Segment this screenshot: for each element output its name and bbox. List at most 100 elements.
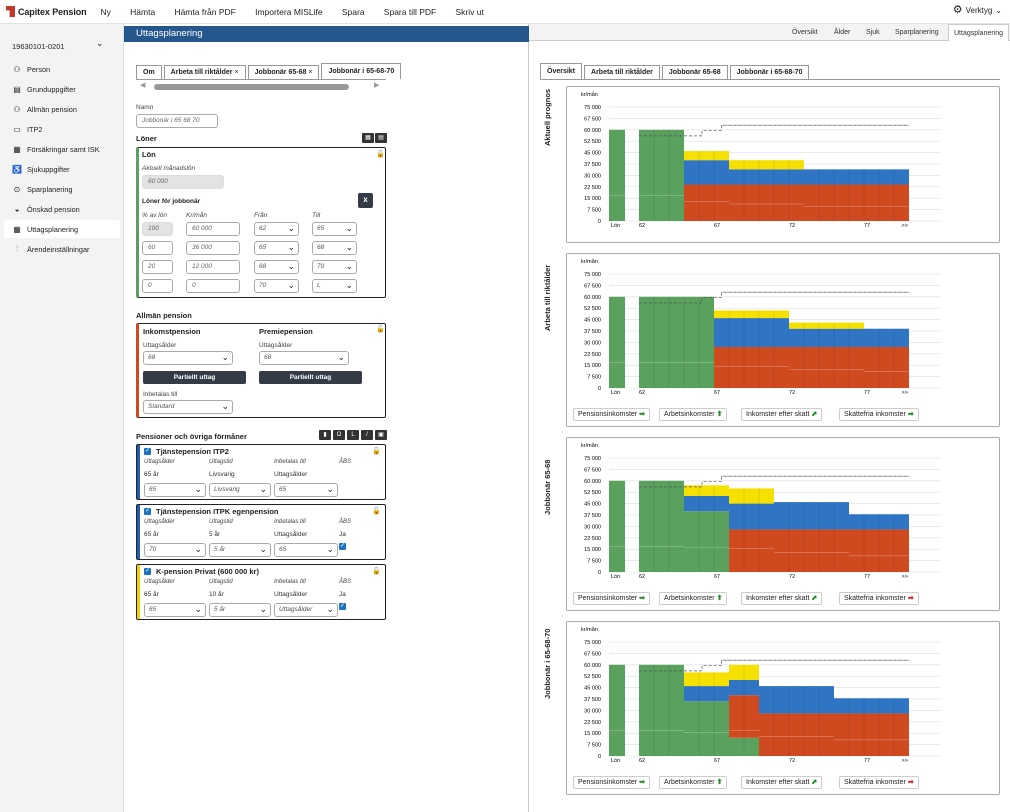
sidebar-item-7[interactable]: ◒ Önskad pension <box>4 200 120 218</box>
legend-button-1[interactable]: Arbetsinkomster ⬆ <box>659 408 728 421</box>
till-select[interactable]: 65 ⌄ <box>312 222 357 236</box>
legend-button-3[interactable]: Skattefria inkomster ➡ <box>839 776 919 789</box>
sidebar-item-4[interactable]: ▦ Försäkringar samt ISK <box>4 140 120 158</box>
till-select[interactable]: 70 ⌄ <box>312 260 357 274</box>
pct-input[interactable]: 60 <box>142 241 173 255</box>
menu-spara-pdf[interactable]: Spara till PDF <box>383 6 437 17</box>
card-select-s1[interactable]: 70 ⌄ <box>144 543 206 557</box>
tab-scrollbar[interactable]: ◀ ▶ <box>140 82 380 90</box>
scenario-tab-1[interactable]: Arbeta till riktålder × <box>163 65 246 79</box>
inkomst-partiellt-button[interactable]: Partiellt uttag <box>143 371 246 384</box>
sidebar-item-6[interactable]: ⊙ Sparplanering <box>4 180 120 198</box>
pct-input[interactable]: 20 <box>142 260 173 274</box>
card-select-s2[interactable]: 5 år ⌄ <box>209 543 271 557</box>
lock-icon[interactable]: ▣ <box>375 430 387 440</box>
edit-icon[interactable]: / <box>361 430 373 440</box>
chart-tab-2[interactable]: Jobbonär 65-68 <box>661 65 728 79</box>
fran-select[interactable]: 70 ⌄ <box>254 279 299 293</box>
topnav-1[interactable]: Ålder <box>834 29 851 36</box>
topnav-2[interactable]: Sjuk <box>866 29 880 36</box>
namn-input[interactable]: Jobbonär i 65 68 70 <box>136 114 218 128</box>
legend-button-1[interactable]: Arbetsinkomster ⬆ <box>659 592 728 605</box>
kr-input[interactable]: 36 000 <box>186 241 240 255</box>
premie-uttagsalder-select[interactable]: 68 ⌄ <box>259 351 349 365</box>
menu-hamta-pdf[interactable]: Hämta från PDF <box>174 6 236 17</box>
grid-icon[interactable]: ▤ <box>375 133 387 143</box>
premie-partiellt-button[interactable]: Partiellt uttag <box>259 371 362 384</box>
card-select-s1[interactable]: 65 ⌄ <box>144 603 206 617</box>
chart-tab-3[interactable]: Jobbonär i 65-68-70 <box>729 65 810 79</box>
document-icon[interactable]: ▮ <box>319 430 331 440</box>
sidebar-item-0[interactable]: ⚇ Person <box>4 60 120 78</box>
chevron-down-icon[interactable]: ⌄ <box>96 38 104 48</box>
menu-importera[interactable]: Importera MISLife <box>255 6 323 17</box>
lock-icon[interactable]: 🔓 <box>372 448 381 455</box>
card-checkbox[interactable]: ✓ <box>144 508 151 515</box>
scenario-tab-3[interactable]: Jobbonär i 65-68-70 <box>321 63 402 79</box>
kr-input[interactable]: 12 000 <box>186 260 240 274</box>
legend-button-0[interactable]: Pensionsinkomster ➡ <box>573 408 651 421</box>
abs-checkbox[interactable]: ✓ <box>339 543 346 550</box>
tag-icon[interactable]: Ω <box>333 430 345 440</box>
fran-select[interactable]: 65 ⌄ <box>254 241 299 255</box>
scroll-left-icon[interactable]: ◀ <box>140 82 146 89</box>
chart-tab-0[interactable]: Översikt <box>540 63 583 79</box>
clear-button[interactable]: x <box>358 193 373 208</box>
sidebar-item-5[interactable]: ♿ Sjukuppgifter <box>4 160 120 178</box>
legend-button-0[interactable]: Pensionsinkomster ➡ <box>573 592 651 605</box>
calendar-icon[interactable]: ▦ <box>362 133 374 143</box>
chart-tab-1[interactable]: Arbeta till riktålder <box>584 65 660 79</box>
close-icon[interactable]: × <box>308 69 313 76</box>
legend-button-0[interactable]: Pensionsinkomster ➡ <box>573 776 651 789</box>
topnav-4[interactable]: Uttagsplanering <box>948 24 1010 41</box>
kr-input[interactable]: 0 <box>186 279 240 293</box>
font-icon[interactable]: L <box>347 430 359 440</box>
scenario-tab-0[interactable]: Om <box>136 65 162 79</box>
scroll-right-icon[interactable]: ▶ <box>374 82 380 89</box>
sidebar-item-1[interactable]: ▤ Grunduppgifter <box>4 80 120 98</box>
scenario-tab-2[interactable]: Jobbonär 65-68 × <box>247 65 320 79</box>
legend-button-1[interactable]: Arbetsinkomster ⬆ <box>659 776 728 789</box>
sidebar-item-2[interactable]: ⚇ Allmän pension <box>4 100 120 118</box>
menu-skriv-ut[interactable]: Skriv ut <box>455 6 484 17</box>
card-select-s1[interactable]: 65 ⌄ <box>144 483 206 497</box>
lock-icon[interactable]: 🔓 <box>372 508 381 515</box>
aktuell-input[interactable]: 60 000 <box>142 175 224 189</box>
scroll-thumb[interactable] <box>154 84 349 90</box>
pct-input[interactable]: 100 <box>142 222 173 236</box>
card-select-s2[interactable]: Livsvarig ⌄ <box>209 483 271 497</box>
inkomst-uttagsalder-select[interactable]: 68 ⌄ <box>143 351 233 365</box>
legend-button-2[interactable]: Inkomster efter skatt ⬈ <box>741 776 823 789</box>
sidebar-item-3[interactable]: ▭ ITP2 <box>4 120 120 138</box>
lock-icon[interactable]: 🔓 <box>376 326 385 333</box>
legend-button-2[interactable]: Inkomster efter skatt ⬈ <box>741 408 823 421</box>
card-select-s2[interactable]: 5 år ⌄ <box>209 603 271 617</box>
legend-button-3[interactable]: Skattefria inkomster ➡ <box>839 408 919 421</box>
abs-checkbox[interactable]: ✓ <box>339 603 346 610</box>
menu-spara[interactable]: Spara <box>341 6 365 17</box>
inbetalas-select[interactable]: Standard ⌄ <box>143 400 233 414</box>
card-select-s3[interactable]: 65 ⌄ <box>274 543 338 557</box>
lock-icon[interactable]: 🔓 <box>372 568 381 575</box>
topnav-0[interactable]: Översikt <box>792 29 818 36</box>
verktyg-menu[interactable]: ⚙ Verktyg ⌄ <box>953 5 1002 16</box>
topnav-3[interactable]: Sparplanering <box>895 29 939 36</box>
card-select-s3[interactable]: Uttagsålder ⌄ <box>274 603 338 617</box>
till-select[interactable]: 68 ⌄ <box>312 241 357 255</box>
card-checkbox[interactable]: ✓ <box>144 568 151 575</box>
lock-icon[interactable]: 🔓 <box>376 151 385 158</box>
fran-select[interactable]: 68 ⌄ <box>254 260 299 274</box>
legend-button-3[interactable]: Skattefria inkomster ➡ <box>839 592 919 605</box>
card-checkbox[interactable]: ✓ <box>144 448 151 455</box>
kr-input[interactable]: 60 000 <box>186 222 240 236</box>
app-logo[interactable]: Capitex Pension <box>6 6 87 17</box>
sidebar-item-8[interactable]: ▦ Uttagsplanering <box>4 220 120 238</box>
sidebar-item-9[interactable]: ⫶ Ärendeinställningar <box>4 240 120 258</box>
pct-input[interactable]: 0 <box>142 279 173 293</box>
fran-select[interactable]: 62 ⌄ <box>254 222 299 236</box>
person-id[interactable]: 19630101-0201 <box>12 42 65 51</box>
till-select[interactable]: L ⌄ <box>312 279 357 293</box>
card-select-s3[interactable]: 65 ⌄ <box>274 483 338 497</box>
menu-hamta[interactable]: Hämta <box>130 6 156 17</box>
menu-ny[interactable]: Ny <box>100 6 111 17</box>
